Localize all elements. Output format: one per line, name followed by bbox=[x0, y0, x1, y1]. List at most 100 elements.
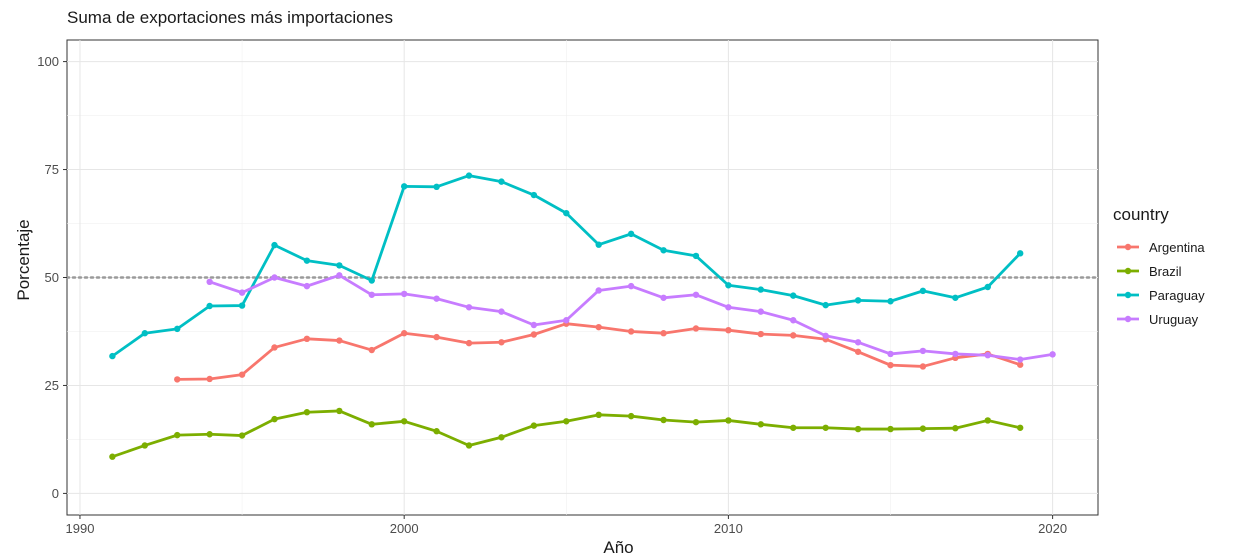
legend-label: Paraguay bbox=[1149, 287, 1205, 303]
data-point bbox=[854, 425, 862, 433]
x-tick-label: 2000 bbox=[390, 521, 419, 536]
legend: country Argentina Brazil Paraguay Uruguay bbox=[1113, 205, 1205, 331]
data-point bbox=[887, 425, 894, 433]
x-axis-label: Año bbox=[603, 538, 634, 557]
data-point bbox=[725, 326, 732, 334]
data-point bbox=[303, 335, 311, 343]
data-point bbox=[498, 308, 505, 315]
data-point bbox=[660, 294, 667, 301]
data-point bbox=[238, 432, 246, 439]
data-point bbox=[919, 363, 927, 370]
series-paraguay bbox=[109, 172, 1024, 360]
data-point bbox=[984, 283, 991, 291]
data-point bbox=[141, 330, 149, 337]
data-point bbox=[1049, 351, 1056, 358]
line-chart: 0 25 50 75 100 1990 2000 2010 2020 bbox=[37, 39, 1100, 536]
series-argentina bbox=[174, 320, 1024, 383]
data-point bbox=[433, 295, 440, 302]
data-point bbox=[1016, 250, 1024, 257]
data-point bbox=[174, 325, 181, 333]
legend-key-point bbox=[1124, 291, 1132, 299]
data-point bbox=[336, 337, 343, 344]
data-point bbox=[530, 321, 538, 329]
series-uruguay bbox=[206, 272, 1056, 363]
legend-key-point bbox=[1124, 243, 1132, 251]
data-point bbox=[595, 411, 602, 419]
legend-key-point bbox=[1124, 267, 1132, 275]
legend-item-paraguay: Paraguay bbox=[1113, 283, 1205, 307]
data-point bbox=[400, 290, 408, 298]
data-point bbox=[627, 230, 635, 238]
chart-title: Suma de exportaciones más importaciones bbox=[67, 8, 393, 27]
data-point bbox=[822, 332, 829, 339]
legend-label: Argentina bbox=[1149, 239, 1205, 255]
data-point bbox=[368, 277, 375, 284]
legend-item-argentina: Argentina bbox=[1113, 235, 1205, 259]
data-point bbox=[563, 317, 570, 324]
data-point bbox=[595, 323, 602, 331]
data-point bbox=[400, 418, 408, 425]
data-point bbox=[498, 434, 505, 441]
data-point bbox=[627, 412, 635, 420]
legend-key bbox=[1117, 315, 1139, 323]
data-point bbox=[854, 348, 862, 355]
data-point bbox=[919, 347, 927, 355]
data-point bbox=[368, 291, 375, 298]
data-point bbox=[790, 424, 797, 431]
data-point bbox=[368, 421, 375, 428]
data-point bbox=[692, 291, 700, 298]
legend-key bbox=[1117, 267, 1139, 275]
legend-item-uruguay: Uruguay bbox=[1113, 307, 1205, 331]
data-point bbox=[919, 287, 927, 295]
legend-label: Uruguay bbox=[1149, 311, 1199, 327]
data-point bbox=[498, 339, 505, 346]
data-point bbox=[563, 209, 570, 217]
data-point bbox=[206, 302, 213, 310]
legend-title: country bbox=[1113, 205, 1169, 224]
data-point bbox=[400, 183, 408, 190]
data-point bbox=[465, 172, 473, 179]
data-point bbox=[336, 407, 343, 415]
data-point bbox=[206, 375, 213, 383]
data-point bbox=[757, 421, 765, 428]
legend-key-point bbox=[1124, 315, 1132, 323]
data-point bbox=[400, 330, 408, 337]
data-point bbox=[368, 346, 375, 354]
axes: 0 25 50 75 100 1990 2000 2010 2020 bbox=[37, 54, 1067, 536]
legend-key bbox=[1117, 291, 1139, 299]
data-point bbox=[433, 333, 440, 341]
data-point bbox=[790, 292, 797, 299]
series-brazil bbox=[109, 407, 1024, 460]
data-point bbox=[206, 431, 213, 438]
data-point bbox=[433, 428, 440, 435]
data-point bbox=[238, 302, 246, 309]
data-point bbox=[336, 262, 343, 269]
data-point bbox=[109, 453, 116, 460]
data-point bbox=[919, 425, 927, 432]
data-point bbox=[790, 332, 797, 339]
data-point bbox=[530, 191, 538, 199]
data-point bbox=[725, 304, 732, 311]
data-point bbox=[530, 422, 538, 429]
legend-item-brazil: Brazil bbox=[1113, 259, 1205, 283]
data-point bbox=[984, 417, 991, 424]
data-point bbox=[725, 417, 732, 424]
data-point bbox=[757, 286, 765, 293]
data-point bbox=[271, 274, 278, 281]
data-point bbox=[498, 178, 505, 185]
data-point bbox=[1016, 361, 1024, 368]
data-point bbox=[952, 425, 959, 432]
data-point bbox=[887, 298, 894, 305]
data-point bbox=[660, 416, 667, 424]
data-point bbox=[822, 424, 829, 431]
data-point bbox=[692, 252, 700, 260]
data-point bbox=[303, 257, 311, 264]
data-point bbox=[595, 287, 602, 294]
data-point bbox=[887, 361, 894, 369]
data-point bbox=[303, 409, 311, 416]
y-tick-label: 50 bbox=[45, 270, 59, 285]
y-tick-label: 0 bbox=[52, 486, 59, 501]
data-point bbox=[465, 442, 473, 449]
data-point bbox=[465, 339, 473, 347]
data-point bbox=[206, 278, 213, 286]
